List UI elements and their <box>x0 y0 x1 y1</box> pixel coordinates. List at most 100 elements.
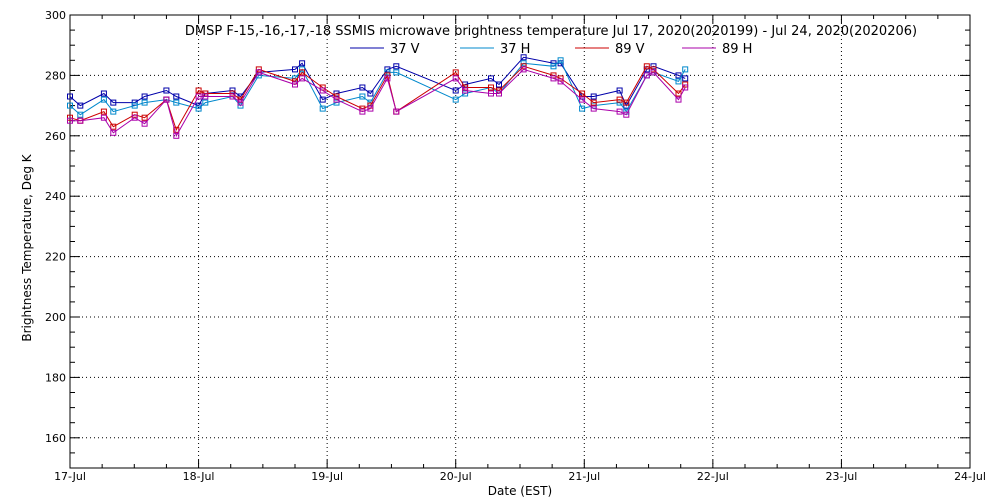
data-point <box>359 84 366 91</box>
x-axis-label: Date (EST) <box>488 484 552 498</box>
data-point <box>100 114 107 121</box>
data-point <box>299 69 306 76</box>
data-point <box>67 117 73 124</box>
data-point <box>141 93 148 100</box>
data-point <box>131 102 138 109</box>
data-point <box>550 63 557 70</box>
data-point <box>202 99 209 106</box>
data-point <box>590 99 597 106</box>
data-point <box>77 117 84 124</box>
x-tick-label: 24-Jul <box>954 470 986 483</box>
data-point <box>77 111 84 118</box>
data-point <box>333 93 340 100</box>
data-point <box>110 108 117 115</box>
y-tick-labels: 160 180 200 220 240 260 280 300 <box>45 9 66 445</box>
data-point <box>110 129 117 136</box>
x-tick-label: 18-Jul <box>183 470 215 483</box>
data-point <box>488 84 494 91</box>
y-tick-label: 160 <box>45 432 66 445</box>
series-layer <box>67 54 689 139</box>
data-point <box>590 93 597 100</box>
data-point <box>616 108 623 115</box>
data-point <box>616 96 623 103</box>
data-point <box>623 99 630 106</box>
series-line-37-v <box>69 56 686 107</box>
data-point <box>131 114 138 121</box>
data-point <box>682 75 689 82</box>
data-point <box>520 63 527 70</box>
legend-label: 37 H <box>500 42 530 57</box>
data-point <box>590 105 597 112</box>
data-point <box>675 72 682 79</box>
legend-item-37-h: 37 H <box>460 42 530 57</box>
data-point <box>77 102 84 109</box>
data-point <box>292 81 298 88</box>
data-point <box>202 93 209 100</box>
legend-item-37-v: 37 V <box>350 42 420 57</box>
data-point <box>195 87 202 94</box>
data-point <box>393 63 400 70</box>
data-point <box>496 81 502 88</box>
data-point <box>319 105 326 112</box>
legend-label: 89 H <box>722 42 752 57</box>
data-point <box>110 123 117 130</box>
x-tick-labels: 17-Jul 18-Jul 19-Jul 20-Jul 21-Jul 22-Jul 23-J… <box>54 470 986 483</box>
data-point <box>367 105 374 112</box>
data-point <box>163 96 170 103</box>
data-point <box>496 90 502 97</box>
data-point <box>67 93 73 100</box>
data-point <box>173 126 180 133</box>
data-point <box>452 96 459 103</box>
series-line-37-h <box>69 59 686 116</box>
data-point <box>229 93 236 100</box>
data-point <box>100 108 107 115</box>
y-tick-label: 240 <box>45 190 66 203</box>
data-point <box>520 54 527 61</box>
data-point <box>292 66 298 73</box>
data-point <box>141 99 148 106</box>
data-point <box>359 108 366 115</box>
data-point <box>462 87 469 94</box>
data-point <box>255 69 262 76</box>
data-point <box>67 102 73 109</box>
data-point <box>110 99 117 106</box>
y-tick-label: 300 <box>45 9 66 22</box>
data-point <box>675 90 682 97</box>
data-point <box>141 120 148 127</box>
data-point <box>333 96 340 103</box>
data-point <box>393 69 400 76</box>
data-point <box>650 63 657 70</box>
data-point <box>623 111 630 118</box>
data-point <box>319 96 326 103</box>
data-point <box>616 87 623 94</box>
series-line-89-v <box>69 65 686 132</box>
data-point <box>452 87 459 94</box>
series-89-h <box>67 66 689 139</box>
data-point <box>643 63 650 70</box>
data-point <box>452 75 459 82</box>
data-point <box>550 75 557 82</box>
data-point <box>393 108 400 115</box>
axis-ticks <box>69 14 971 469</box>
legend: 37 V 37 H 89 V 89 H <box>350 42 752 57</box>
data-point <box>141 114 148 121</box>
data-point <box>488 75 494 82</box>
x-tick-label: 22-Jul <box>697 470 729 483</box>
data-point <box>682 66 689 73</box>
data-point <box>359 93 366 100</box>
legend-label: 89 V <box>615 42 645 57</box>
x-tick-label: 19-Jul <box>311 470 343 483</box>
data-point <box>100 96 107 103</box>
x-tick-label: 17-Jul <box>54 470 86 483</box>
legend-label: 37 V <box>390 42 420 57</box>
data-point <box>557 57 564 64</box>
data-point <box>195 93 202 100</box>
legend-item-89-v: 89 V <box>575 42 645 57</box>
data-point <box>299 75 306 82</box>
data-point <box>367 90 374 97</box>
data-point <box>650 69 657 76</box>
chart-title: DMSP F-15,-16,-17,-18 SSMIS microwave br… <box>185 24 917 39</box>
x-tick-label: 23-Jul <box>825 470 857 483</box>
data-point <box>163 87 170 94</box>
